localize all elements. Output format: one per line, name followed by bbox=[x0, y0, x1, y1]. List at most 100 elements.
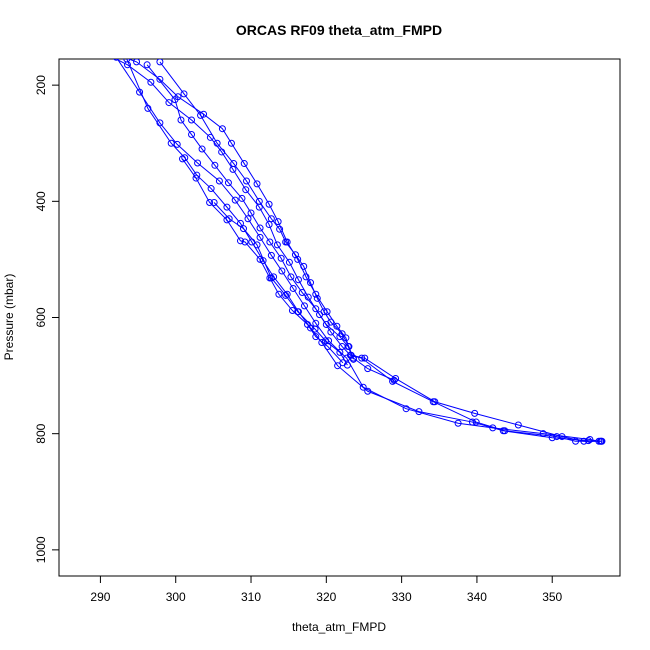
data-point bbox=[471, 409, 479, 417]
data-point bbox=[267, 251, 275, 259]
data-point bbox=[389, 377, 397, 385]
data-point bbox=[238, 194, 246, 202]
data-point bbox=[489, 424, 497, 432]
x-tick-label-330: 330 bbox=[392, 590, 412, 604]
series-2 bbox=[96, 47, 606, 445]
series-line-5 bbox=[146, 64, 395, 381]
series-line-6 bbox=[159, 61, 354, 360]
data-point bbox=[282, 238, 290, 246]
data-point bbox=[586, 435, 594, 443]
data-point bbox=[179, 155, 186, 163]
data-point bbox=[322, 337, 330, 345]
data-point bbox=[285, 258, 293, 266]
data-point bbox=[273, 241, 281, 249]
data-point bbox=[311, 325, 319, 333]
data-point bbox=[156, 59, 164, 66]
x-tick-label-350: 350 bbox=[542, 590, 562, 604]
data-point bbox=[256, 233, 264, 241]
series-group bbox=[96, 47, 606, 445]
data-point bbox=[499, 427, 507, 435]
data-point bbox=[123, 59, 131, 63]
data-point bbox=[198, 145, 206, 153]
data-point bbox=[327, 318, 335, 326]
data-point bbox=[553, 433, 561, 441]
data-point bbox=[265, 221, 273, 229]
data-point bbox=[597, 437, 605, 445]
data-point bbox=[345, 343, 353, 351]
data-point bbox=[584, 437, 592, 445]
data-point bbox=[349, 355, 357, 363]
data-point bbox=[302, 273, 310, 281]
data-point bbox=[288, 307, 296, 315]
data-point bbox=[144, 104, 152, 112]
data-point bbox=[364, 387, 372, 395]
data-point bbox=[218, 125, 226, 133]
plot-frame bbox=[58, 58, 621, 577]
data-point bbox=[572, 437, 580, 445]
x-tick-label-300: 300 bbox=[166, 590, 186, 604]
data-point bbox=[206, 198, 214, 206]
data-point bbox=[343, 361, 351, 369]
data-point bbox=[468, 418, 476, 426]
data-point bbox=[133, 59, 141, 66]
data-point bbox=[320, 308, 328, 316]
data-point bbox=[282, 291, 290, 299]
data-point bbox=[253, 241, 261, 249]
data-point bbox=[259, 257, 267, 265]
y-tick-label-200: 200 bbox=[34, 75, 48, 95]
data-point bbox=[514, 421, 522, 429]
data-point bbox=[255, 197, 263, 205]
chart-title: ORCAS RF09 theta_atm_FMPD bbox=[236, 22, 442, 38]
data-point bbox=[291, 251, 299, 259]
data-point bbox=[324, 343, 332, 351]
data-point bbox=[247, 209, 255, 217]
data-point bbox=[287, 273, 295, 281]
y-tick-label-600: 600 bbox=[34, 307, 48, 327]
series-6 bbox=[156, 59, 357, 363]
data-point bbox=[313, 294, 321, 302]
data-point bbox=[180, 90, 188, 98]
data-point bbox=[236, 237, 244, 245]
data-point bbox=[300, 262, 308, 270]
data-point bbox=[188, 131, 196, 139]
y-tick-label-1000: 1000 bbox=[34, 536, 48, 563]
data-point bbox=[177, 116, 185, 124]
data-point bbox=[318, 338, 326, 346]
data-point bbox=[334, 362, 342, 370]
data-point bbox=[156, 75, 164, 83]
data-point bbox=[294, 276, 302, 284]
data-point bbox=[429, 398, 437, 406]
series-8 bbox=[210, 198, 351, 369]
data-point bbox=[239, 225, 247, 233]
data-point bbox=[194, 159, 202, 167]
data-point bbox=[277, 254, 285, 262]
plot-area bbox=[96, 47, 606, 445]
data-point bbox=[200, 110, 208, 118]
data-point bbox=[167, 139, 175, 147]
data-point bbox=[113, 59, 120, 61]
data-point bbox=[358, 354, 366, 362]
x-axis-label: theta_atm_FMPD bbox=[292, 620, 386, 634]
x-tick-label-290: 290 bbox=[90, 590, 110, 604]
data-point bbox=[276, 225, 284, 233]
data-point bbox=[147, 78, 155, 86]
data-point bbox=[215, 177, 223, 185]
data-point bbox=[548, 434, 556, 442]
data-point bbox=[338, 330, 346, 338]
data-point bbox=[294, 308, 302, 316]
data-point bbox=[241, 238, 249, 246]
data-point bbox=[265, 200, 273, 208]
data-point bbox=[415, 408, 423, 416]
series-line-3 bbox=[116, 59, 600, 442]
series-line-1 bbox=[127, 59, 601, 442]
data-point bbox=[307, 279, 315, 287]
data-point bbox=[96, 47, 102, 53]
data-point bbox=[165, 99, 173, 107]
data-point bbox=[243, 177, 250, 185]
data-point bbox=[359, 383, 367, 391]
data-point bbox=[192, 174, 200, 182]
data-point bbox=[336, 348, 344, 356]
data-point bbox=[274, 218, 282, 226]
data-point bbox=[333, 322, 341, 330]
